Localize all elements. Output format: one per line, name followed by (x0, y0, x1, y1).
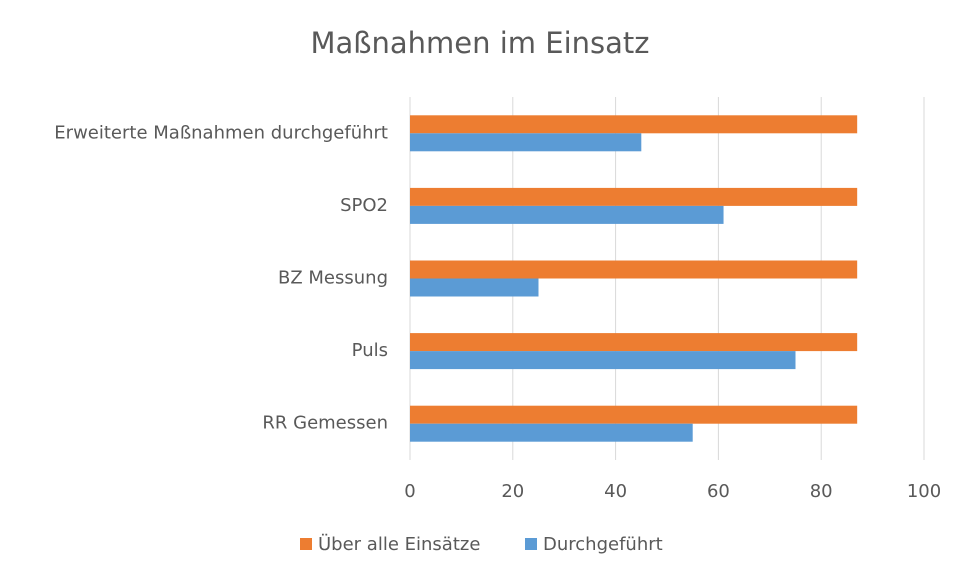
x-tick-label: 0 (404, 481, 415, 502)
y-tick-label: RR Gemessen (262, 413, 388, 434)
bar (410, 187, 858, 206)
bar (410, 423, 693, 442)
legend-label: Durchgeführt (543, 534, 663, 555)
legend-label: Über alle Einsätze (318, 533, 480, 555)
bar (410, 115, 858, 134)
legend-swatch (300, 538, 312, 550)
x-tick-label: 100 (907, 481, 941, 502)
y-tick-label: SPO2 (340, 195, 388, 216)
bar (410, 333, 858, 352)
bar (410, 133, 642, 152)
x-tick-label: 80 (810, 481, 833, 502)
y-tick-label: BZ Messung (278, 268, 388, 289)
x-tick-label: 40 (604, 481, 627, 502)
legend-swatch (525, 538, 537, 550)
x-tick-label: 60 (707, 481, 730, 502)
bar (410, 260, 858, 279)
y-tick-label: Erweiterte Maßnahmen durchgeführt (54, 122, 388, 143)
y-tick-label: Puls (352, 340, 388, 361)
chart-title: Maßnahmen im Einsatz (310, 26, 649, 60)
bar (410, 351, 796, 370)
bar (410, 278, 539, 297)
bar (410, 205, 724, 224)
bar (410, 405, 858, 424)
x-tick-label: 20 (501, 481, 524, 502)
